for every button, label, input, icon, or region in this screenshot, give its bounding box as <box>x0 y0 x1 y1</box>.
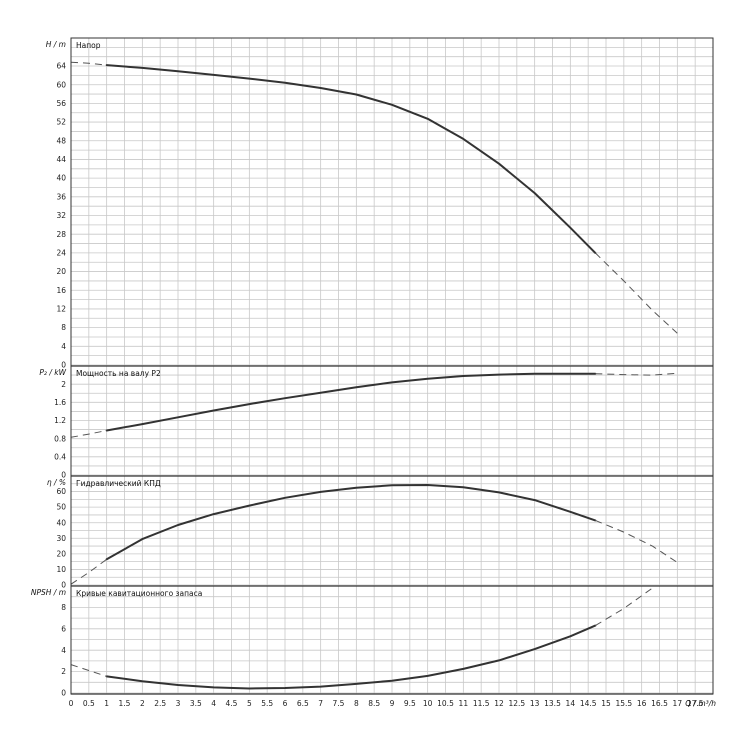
x-tick-label: 6.5 <box>297 699 309 708</box>
curve-dashed <box>594 252 678 334</box>
x-tick-label: 17.5 <box>687 699 704 708</box>
y-axis-label: NPSH / m <box>31 588 66 597</box>
y-tick-label: 40 <box>56 518 66 527</box>
y-tick-label: 64 <box>56 62 66 71</box>
y-tick-label: 0.8 <box>54 434 66 443</box>
curve-dashed <box>70 61 107 66</box>
x-tick-label: 1 <box>104 699 109 708</box>
y-tick-label: 0 <box>61 689 66 698</box>
panel-frames <box>70 37 714 695</box>
y-axis-label: P₂ / kW <box>39 368 66 377</box>
curve-dashed <box>70 664 107 677</box>
y-tick-label: 40 <box>56 174 66 183</box>
y-tick-label: 8 <box>61 323 66 332</box>
x-tick-label: 10.5 <box>437 699 454 708</box>
curve-solid <box>105 372 597 432</box>
x-tick-label: 17 <box>673 699 683 708</box>
curve-dashed <box>595 372 678 376</box>
x-tick-label: 5 <box>247 699 252 708</box>
y-tick-label: 0.4 <box>54 452 66 461</box>
panel-title: Мощность на валу P2 <box>76 369 161 378</box>
x-tick-label: 8 <box>354 699 359 708</box>
y-tick-label: 16 <box>56 286 66 295</box>
curve-solid <box>105 484 597 561</box>
x-tick-label: 15.5 <box>615 699 632 708</box>
y-tick-label: 0 <box>61 361 66 370</box>
y-tick-label: 32 <box>56 211 66 220</box>
x-tick-label: 14 <box>566 699 576 708</box>
y-tick-label: 1.2 <box>54 416 66 425</box>
x-tick-label: 11 <box>459 699 469 708</box>
x-tick-label: 7 <box>318 699 323 708</box>
y-tick-label: 2 <box>61 380 66 389</box>
y-tick-label: 6 <box>61 624 66 633</box>
x-tick-label: 8.5 <box>368 699 380 708</box>
x-tick-label: 7.5 <box>333 699 345 708</box>
x-tick-label: 15 <box>601 699 611 708</box>
y-tick-label: 36 <box>56 192 66 201</box>
curves <box>70 61 678 690</box>
y-tick-label: 50 <box>56 503 66 512</box>
x-tick-label: 3 <box>176 699 181 708</box>
y-tick-label: 20 <box>56 267 66 276</box>
y-tick-label: 60 <box>56 487 66 496</box>
curve-solid <box>105 64 597 254</box>
y-tick-label: 8 <box>61 603 66 612</box>
y-tick-label: 0 <box>61 471 66 480</box>
y-tick-label: 28 <box>56 230 66 239</box>
x-tick-label: 5.5 <box>261 699 273 708</box>
y-tick-label: 1.6 <box>54 398 66 407</box>
y-tick-label: 44 <box>56 155 66 164</box>
y-tick-label: 52 <box>56 118 66 127</box>
x-axis-label: Q / m³/h <box>685 699 716 708</box>
x-tick-label: 14.5 <box>580 699 597 708</box>
x-tick-label: 16.5 <box>651 699 668 708</box>
x-tick-label: 9 <box>390 699 395 708</box>
curve-dashed <box>70 558 107 585</box>
y-tick-label: 30 <box>56 534 66 543</box>
x-tick-label: 10 <box>423 699 433 708</box>
x-tick-label: 6 <box>283 699 288 708</box>
y-tick-label: 4 <box>61 342 66 351</box>
x-tick-label: 16 <box>637 699 647 708</box>
x-tick-label: 4 <box>211 699 216 708</box>
y-tick-label: 4 <box>61 646 66 655</box>
y-axis-label: H / m <box>46 40 66 49</box>
y-tick-label: 60 <box>56 80 66 89</box>
x-tick-label: 12.5 <box>508 699 525 708</box>
x-tick-label: 3.5 <box>190 699 202 708</box>
x-tick-label: 13.5 <box>544 699 561 708</box>
x-tick-label: 11.5 <box>473 699 490 708</box>
y-tick-label: 10 <box>56 565 66 574</box>
x-tick-label: 4.5 <box>226 699 238 708</box>
x-tick-label: 1.5 <box>119 699 131 708</box>
y-tick-label: 56 <box>56 99 66 108</box>
y-tick-label: 0 <box>61 581 66 590</box>
y-tick-label: 20 <box>56 549 66 558</box>
panel-title: Напор <box>76 41 101 50</box>
curve-dashed <box>595 519 678 563</box>
panel-title: Гидравлический КПД <box>76 479 161 488</box>
curve-solid <box>105 624 597 690</box>
y-tick-label: 12 <box>56 305 66 314</box>
plot-frame <box>70 37 714 695</box>
y-tick-label: 2 <box>61 667 66 676</box>
x-tick-label: 0 <box>69 699 74 708</box>
x-tick-label: 2 <box>140 699 145 708</box>
y-tick-label: 24 <box>56 248 66 257</box>
x-tick-label: 9.5 <box>404 699 416 708</box>
x-tick-label: 0.5 <box>83 699 95 708</box>
x-tick-label: 13 <box>530 699 540 708</box>
panel-title: Кривые кавитационного запаса <box>76 589 202 598</box>
x-tick-label: 12 <box>494 699 504 708</box>
curve-dashed <box>70 430 107 438</box>
y-axis-label: η / % <box>47 478 66 487</box>
y-tick-label: 48 <box>56 136 66 145</box>
x-tick-label: 2.5 <box>154 699 166 708</box>
